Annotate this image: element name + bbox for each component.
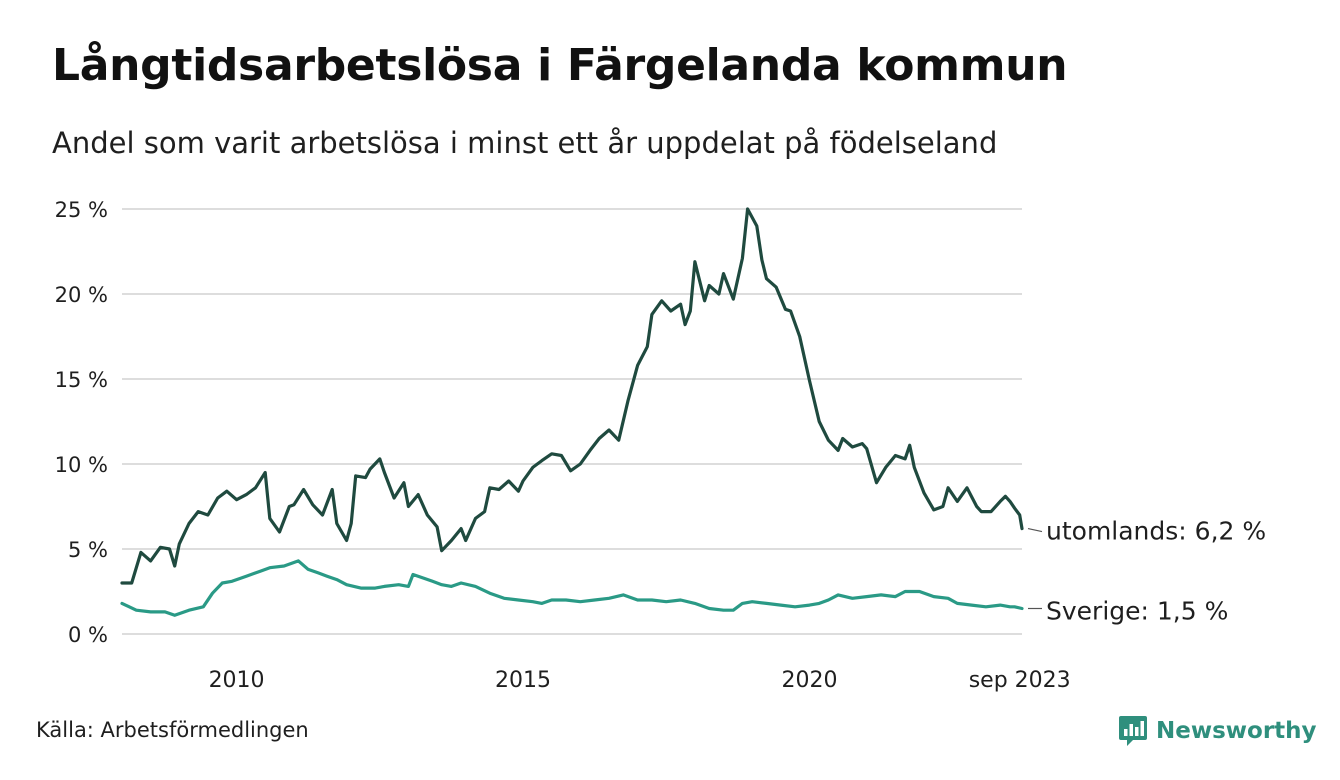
y-tick-label: 15 % bbox=[55, 368, 108, 392]
x-tick-label: sep 2023 bbox=[969, 668, 1071, 693]
series-line-sverige bbox=[120, 559, 1024, 617]
x-tick-label: 2010 bbox=[209, 668, 265, 693]
x-tick-label: 2020 bbox=[781, 668, 837, 693]
y-axis-ticks: 0 % 5 % 10 % 15 % 20 % 25 % bbox=[55, 198, 108, 647]
x-tick-label: 2015 bbox=[495, 668, 551, 693]
series-lines bbox=[120, 207, 1024, 617]
source-note: Källa: Arbetsförmedlingen bbox=[36, 718, 309, 742]
series-end-label-utomlands: utomlands: 6,2 % bbox=[1046, 517, 1266, 546]
x-axis-ticks: 2010 2015 2020 sep 2023 bbox=[209, 668, 1071, 693]
y-tick-label: 5 % bbox=[68, 538, 108, 562]
chart-subtitle: Andel som varit arbetslösa i minst ett å… bbox=[52, 126, 998, 160]
series-end-label-sverige: Sverige: 1,5 % bbox=[1046, 597, 1228, 626]
y-tick-label: 0 % bbox=[68, 623, 108, 647]
series-line-utomlands bbox=[120, 207, 1024, 585]
chart-title: Långtidsarbetslösa i Färgelanda kommun bbox=[52, 40, 1068, 91]
gridlines bbox=[122, 208, 1022, 635]
line-chart: 0 % 5 % 10 % 15 % 20 % 25 % 2010 2015 2020 sep 2… bbox=[55, 198, 1267, 693]
y-tick-label: 20 % bbox=[55, 283, 108, 307]
brand-logo: Newsworthy bbox=[1118, 714, 1317, 748]
y-tick-label: 25 % bbox=[55, 198, 108, 222]
end-label-leader bbox=[1027, 528, 1043, 533]
newsworthy-logo-icon bbox=[1119, 716, 1147, 746]
y-tick-label: 10 % bbox=[55, 453, 108, 477]
brand-name: Newsworthy bbox=[1156, 718, 1317, 744]
series-end-labels: utomlands: 6,2 % Sverige: 1,5 % bbox=[1027, 517, 1266, 626]
